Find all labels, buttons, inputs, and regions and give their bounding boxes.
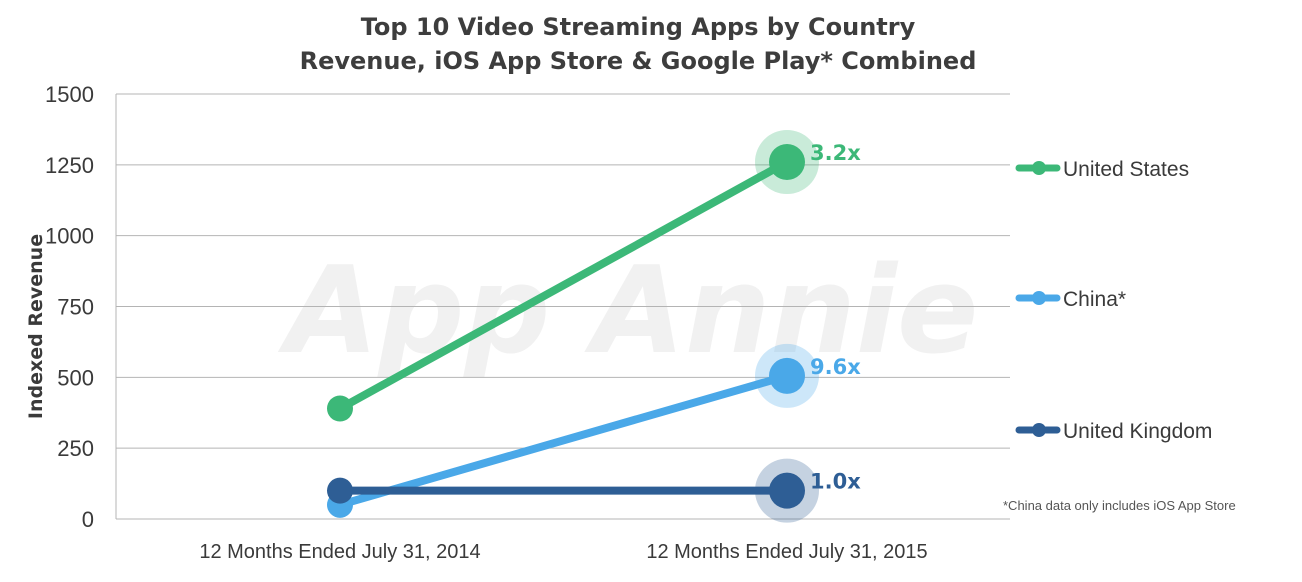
chart-title: Top 10 Video Streaming Apps by Country [360,13,916,41]
data-point [769,144,805,180]
watermark: App Annie [278,242,979,381]
legend-label: United Kingdom [1063,420,1212,443]
data-point [769,472,805,509]
chart-subtitle: Revenue, iOS App Store & Google Play* Co… [299,47,977,75]
y-tick-label: 0 [82,507,94,532]
data-point [327,477,353,504]
x-tick-label: 12 Months Ended July 31, 2015 [646,541,927,563]
y-tick-label: 1250 [45,153,94,178]
y-axis-label: Indexed Revenue [25,234,47,419]
chart-title-block: Top 10 Video Streaming Apps by Country R… [0,10,1276,78]
series-line [336,371,791,509]
x-tick-label: 12 Months Ended July 31, 2014 [199,541,480,563]
legend-label: United States [1063,158,1189,181]
growth-label: 1.0x [810,470,861,494]
data-point [769,357,805,394]
footnote: *China data only includes iOS App Store [1003,498,1236,513]
growth-label: 9.6x [810,355,861,379]
y-tick-label: 1000 [45,224,94,249]
legend-swatch-marker [1032,291,1046,305]
data-point [327,395,353,422]
series-line [336,158,791,413]
legend-swatch-marker [1032,423,1046,437]
y-tick-label: 1500 [45,82,94,107]
legend-swatch-marker [1032,161,1046,175]
y-tick-label: 500 [57,365,94,390]
legend-label: China* [1063,288,1126,311]
y-tick-label: 250 [57,436,94,461]
growth-label: 3.2x [810,141,861,165]
y-tick-label: 750 [57,295,94,320]
